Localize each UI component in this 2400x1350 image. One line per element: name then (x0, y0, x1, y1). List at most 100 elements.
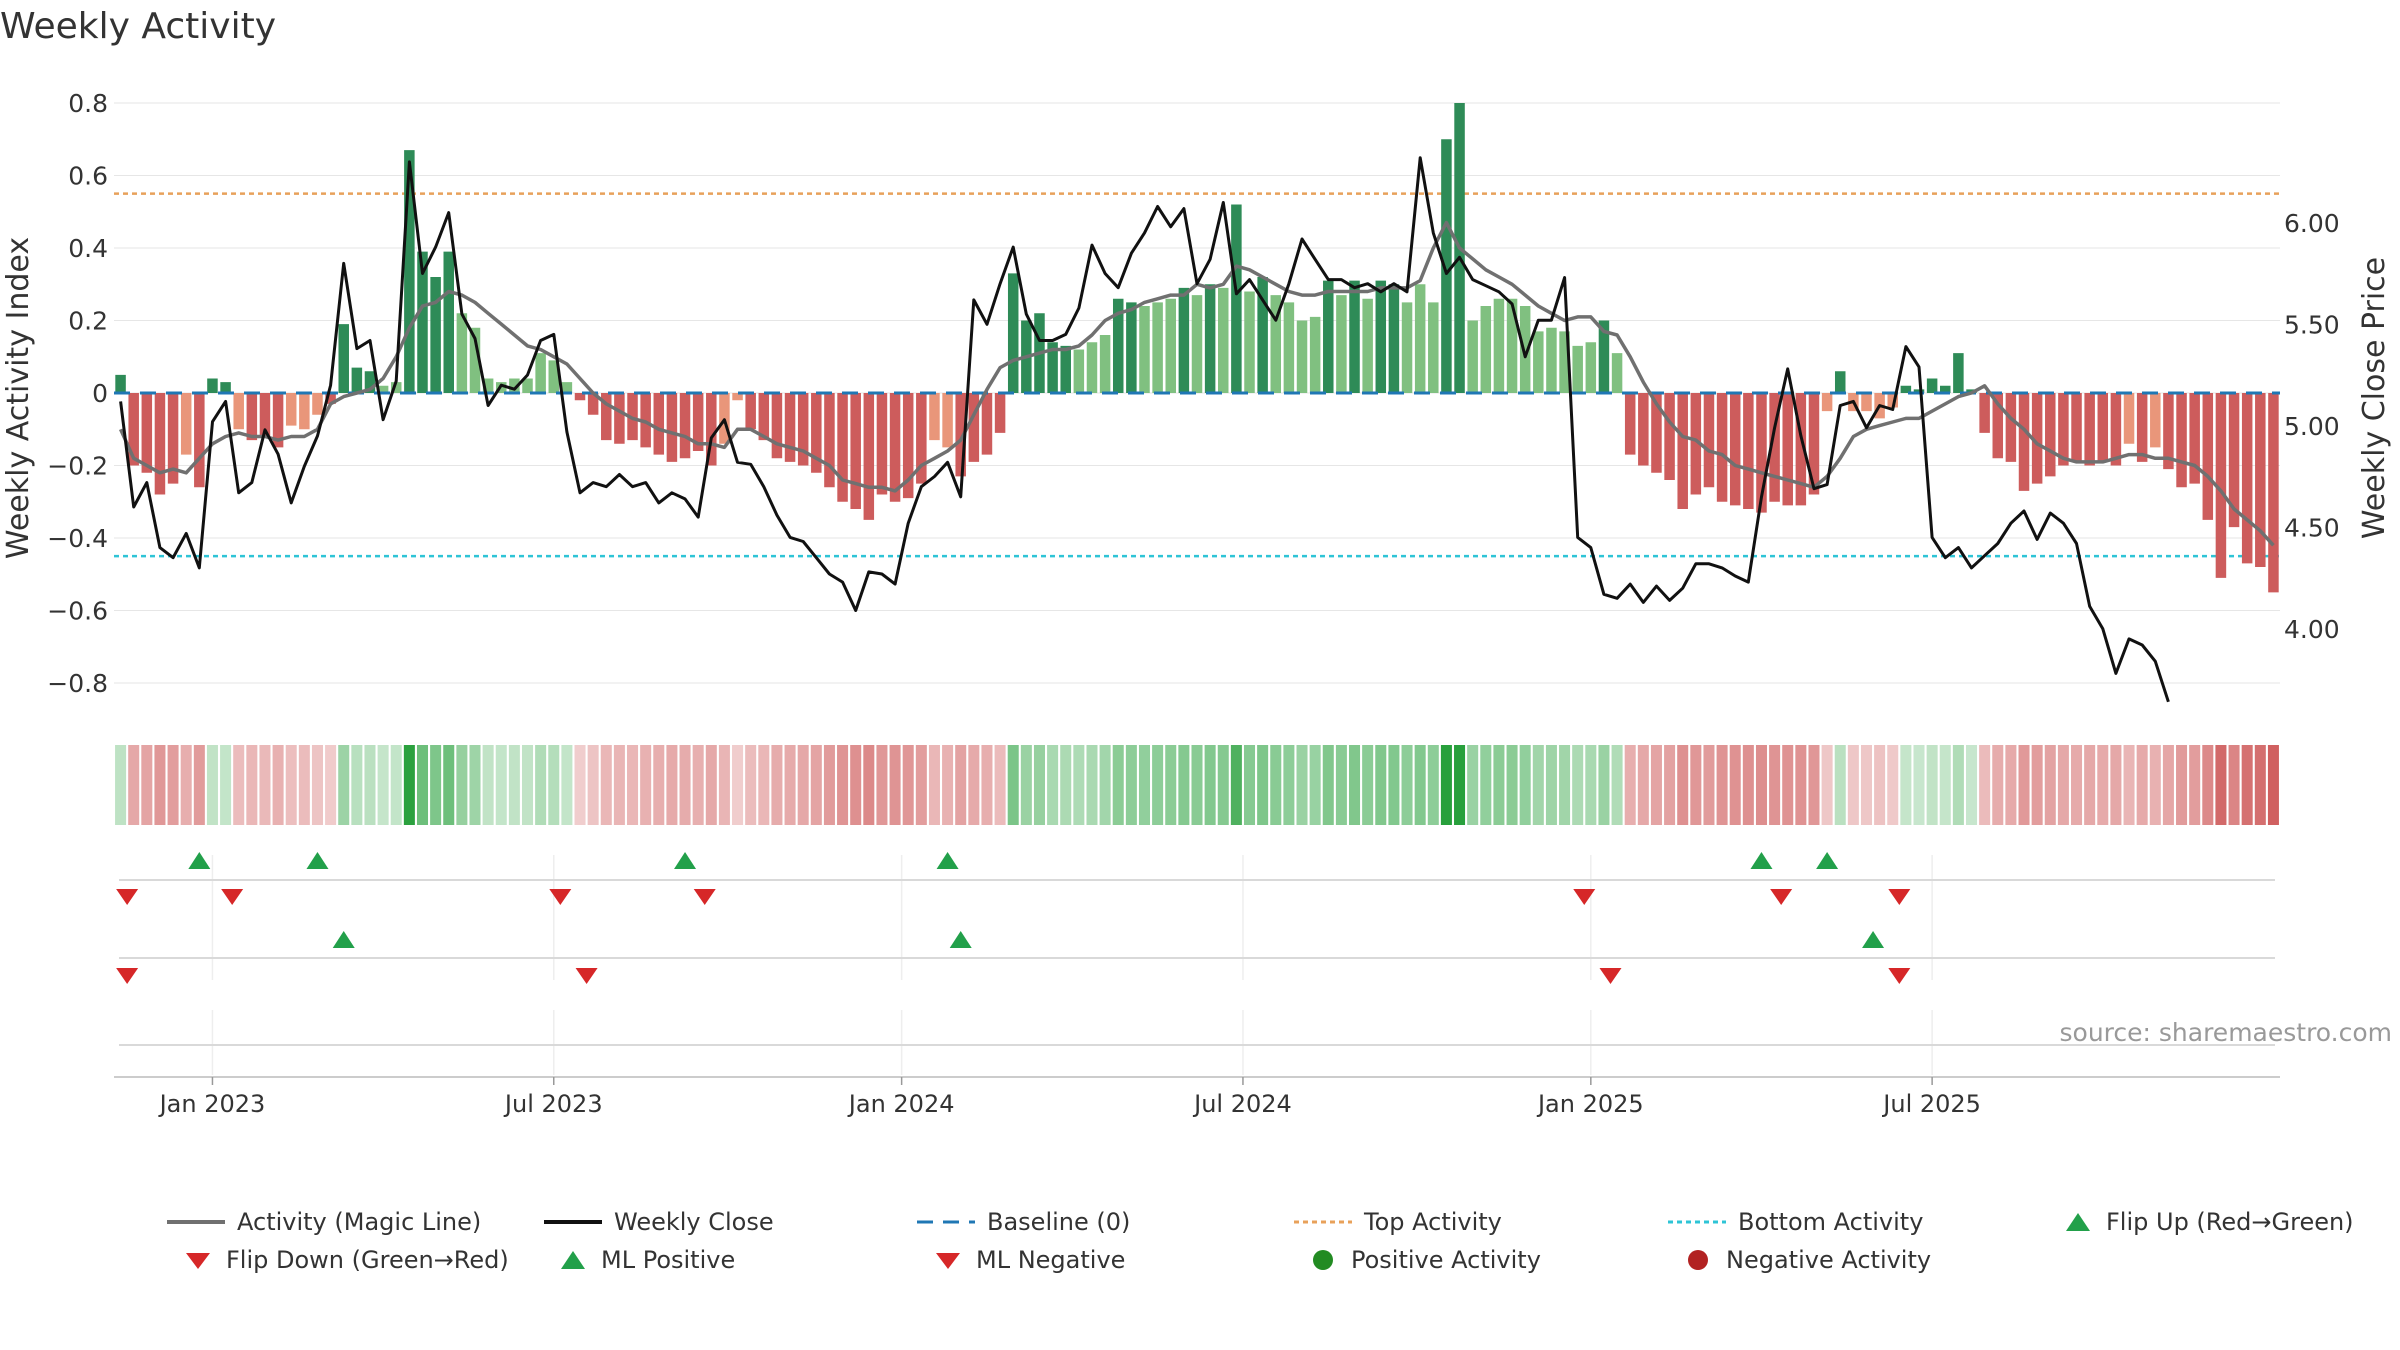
legend-label: ML Positive (601, 1246, 736, 1274)
activity-bar (2110, 393, 2122, 466)
activity-bar (2150, 393, 2161, 448)
y-tick-label-left: 0.8 (68, 89, 108, 118)
heat-cell (2228, 745, 2240, 825)
ml-negative-marker (1888, 889, 1911, 905)
heat-cell (955, 745, 967, 825)
heat-cell (1664, 745, 1676, 825)
heat-cell (1782, 745, 1794, 825)
heat-cell (889, 745, 901, 825)
signal-rows (116, 852, 2275, 1075)
activity-bar (692, 393, 704, 451)
heat-cell (2097, 745, 2109, 825)
activity-bar (1533, 331, 1544, 393)
activity-bar (745, 393, 756, 430)
activity-bar (1940, 385, 1951, 393)
heat-cell (272, 745, 284, 825)
activity-bar (2255, 393, 2266, 567)
heat-cell (1637, 745, 1649, 825)
heat-cell (640, 745, 652, 825)
heat-cell (430, 745, 442, 825)
activity-bar (2176, 393, 2187, 488)
activity-bar (968, 393, 980, 462)
activity-bar (115, 374, 126, 393)
heat-cell (1257, 745, 1269, 825)
activity-bar (1638, 393, 1649, 466)
heat-cell (1467, 745, 1479, 825)
activity-bar (1611, 353, 1623, 393)
activity-bar (1624, 393, 1636, 455)
heat-cell (325, 745, 337, 825)
heat-cell (1493, 745, 1505, 825)
activity-bar (902, 393, 914, 499)
ml-positive-marker (936, 852, 959, 869)
heat-cell (1952, 745, 1964, 825)
activity-bar (942, 393, 953, 448)
activity-bar (509, 378, 520, 393)
activity-bar (1099, 335, 1111, 393)
activity-bar (548, 360, 560, 393)
triangle-up-icon (561, 1251, 585, 1269)
activity-bar (1756, 393, 1767, 513)
heat-cell (653, 745, 665, 825)
heat-cell (2254, 745, 2266, 825)
legend-item-ml-negative: ML Negative (930, 1243, 1125, 1277)
y-tick-label-right: 5.00 (2284, 412, 2340, 441)
activity-bar (1007, 273, 1019, 393)
ml-negative-marker (221, 889, 244, 905)
activity-bar (154, 393, 166, 495)
heat-cell (2018, 745, 2030, 825)
heat-cell (784, 745, 796, 825)
activity-bar (522, 378, 533, 393)
heat-cell (758, 745, 770, 825)
heat-cell (876, 745, 888, 825)
activity-bar (1112, 298, 1124, 393)
y-tick-label-left: 0.6 (68, 162, 108, 191)
activity-bar (338, 324, 349, 393)
heat-cell (1979, 745, 1991, 825)
heat-cell (521, 745, 534, 825)
y-tick-label-left: 0.2 (68, 307, 108, 336)
activity-bar (2189, 393, 2200, 484)
activity-heat-strip (115, 745, 2279, 825)
heat-cell (613, 745, 625, 825)
heat-cell (233, 745, 245, 825)
activity-bar (1926, 378, 1938, 393)
activity-bar (1690, 393, 1702, 495)
activity-bar (1428, 302, 1439, 393)
activity-bar (469, 327, 481, 393)
heat-cell (1926, 745, 1938, 825)
heat-cell (1559, 745, 1571, 825)
activity-bar (1480, 306, 1492, 393)
activity-bar (1572, 345, 1583, 393)
heat-cell (1532, 745, 1544, 825)
heat-cell (1650, 745, 1662, 825)
activity-bar (141, 393, 153, 473)
activity-bar (2215, 393, 2227, 578)
activity-bar (1703, 393, 1715, 488)
heat-cell (679, 745, 691, 825)
legend-item-flip-up: Flip Up (Red→Green) (2060, 1205, 2354, 1239)
activity-bar (390, 382, 402, 393)
baseline-swatch (917, 1220, 975, 1224)
heat-cell (416, 745, 429, 825)
ml-negative-marker (1770, 889, 1793, 905)
activity-bar (1336, 295, 1347, 393)
heat-cell (1309, 745, 1321, 825)
activity-bar (2045, 393, 2056, 477)
activity-bar (1900, 385, 1912, 393)
heat-cell (377, 745, 389, 825)
activity-bar (377, 385, 389, 393)
heat-cell (1388, 745, 1400, 825)
heat-cell (535, 745, 547, 825)
ml-negative-marker (1573, 889, 1596, 905)
activity-bar (1769, 393, 1780, 502)
heat-cell (1703, 745, 1715, 825)
heat-cell (1204, 745, 1216, 825)
legend-label: Positive Activity (1351, 1246, 1541, 1274)
y-tick-label-right: 6.00 (2284, 209, 2340, 238)
heat-cell (1270, 745, 1282, 825)
heat-cell (1887, 745, 1899, 825)
activity-bar (1716, 393, 1728, 502)
ml-negative-marker (116, 889, 139, 905)
activity-bar (929, 393, 940, 441)
